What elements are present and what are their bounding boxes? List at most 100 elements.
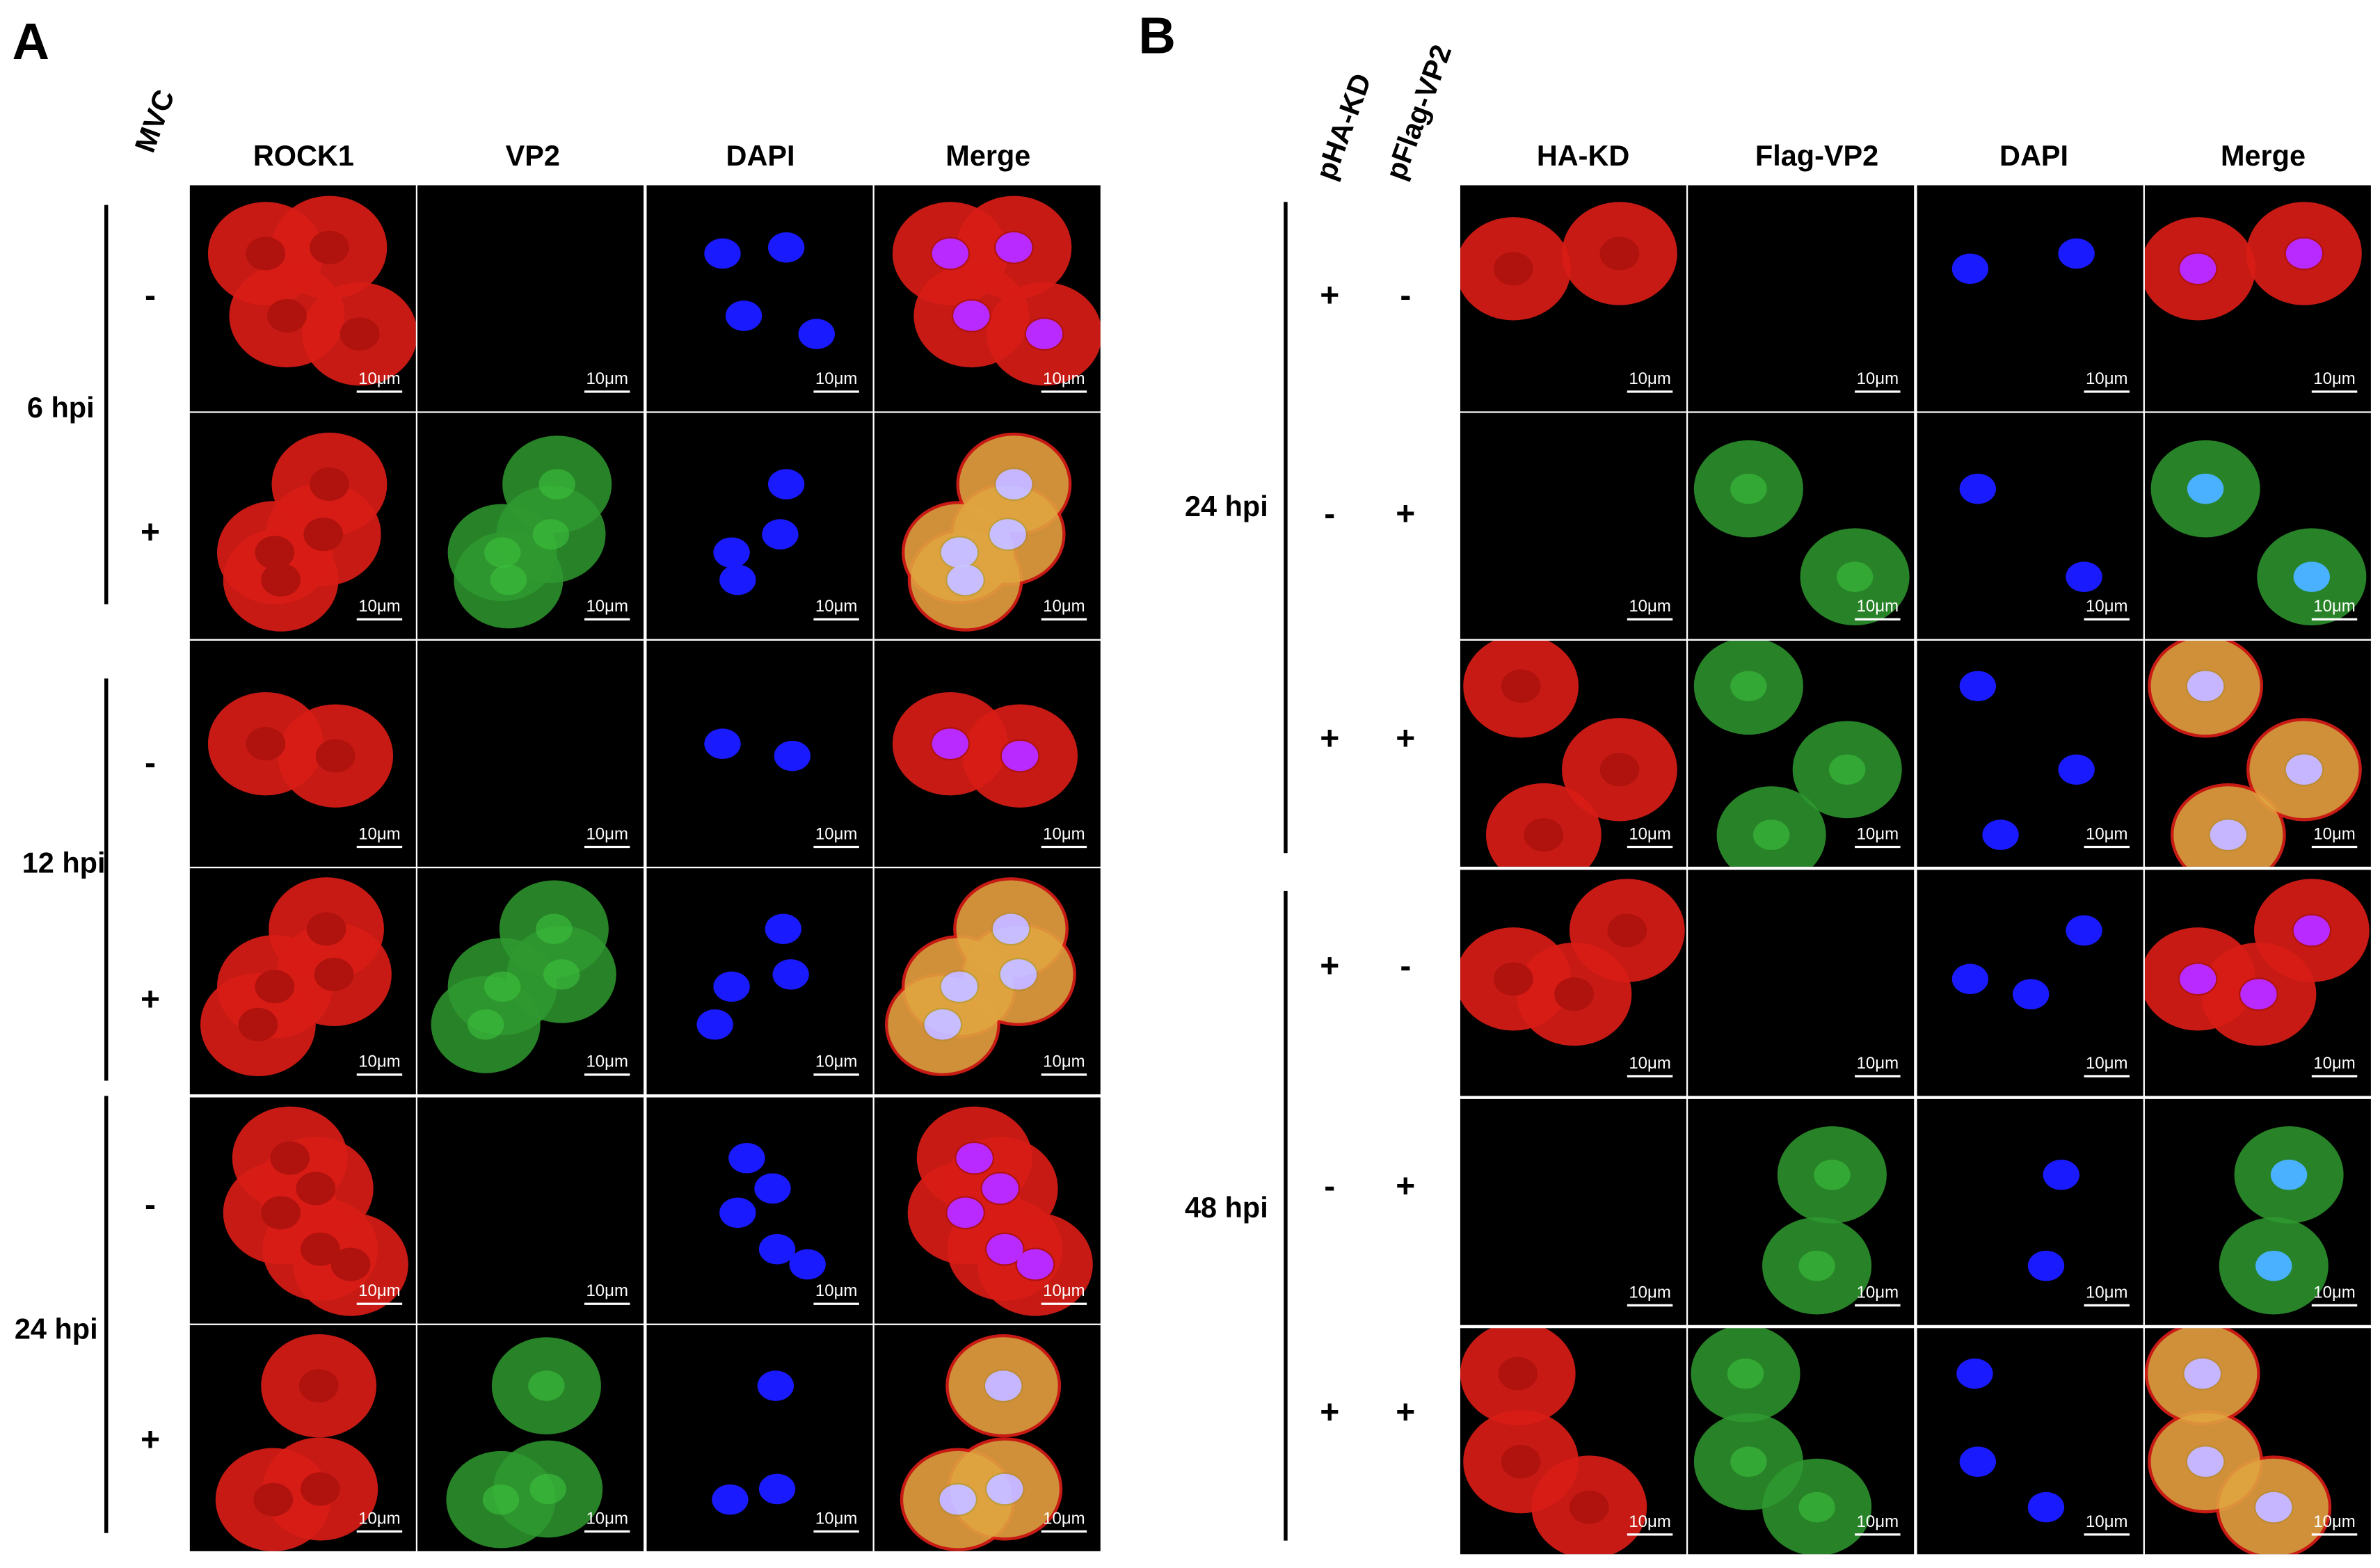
scale-bar-label: 10μm xyxy=(1043,597,1085,616)
image-tile: 10μm xyxy=(874,640,1101,867)
scale-bar-label: 10μm xyxy=(2086,1054,2127,1073)
nucleus-signal xyxy=(1951,963,1989,995)
scale-bar-label: 10μm xyxy=(2313,1054,2355,1073)
column-header: Merge xyxy=(945,139,1030,172)
blue-channel xyxy=(1959,671,2095,850)
blue-channel xyxy=(2027,1159,2080,1281)
image-tile: 10μm xyxy=(1688,870,1915,1096)
tile-background xyxy=(417,185,644,412)
nucleus-signal xyxy=(1959,671,1997,702)
tile-background xyxy=(417,640,644,867)
scale-bar-label: 10μm xyxy=(586,597,628,616)
scale-bar-label: 10μm xyxy=(815,369,857,388)
nuclear-region xyxy=(1493,962,1533,996)
scale-bar-label: 10μm xyxy=(358,1281,400,1300)
nucleus-signal xyxy=(2270,1159,2308,1190)
nucleus-signal xyxy=(956,1142,993,1174)
nucleus-signal xyxy=(704,728,741,760)
treatment-sign: + xyxy=(1320,277,1339,314)
nuclear-region xyxy=(1730,1446,1767,1477)
nucleus-signal xyxy=(2187,473,2224,504)
image-tile: 10μm xyxy=(1917,185,2143,412)
nuclear-region xyxy=(300,1472,340,1506)
image-tile: 10μm xyxy=(1917,640,2143,867)
image-tile: 10μm xyxy=(1688,1098,1915,1325)
nucleus-signal xyxy=(789,1249,826,1280)
scale-bar-label: 10μm xyxy=(1043,1053,1085,1071)
nucleus-signal xyxy=(704,238,741,269)
nuclear-region xyxy=(310,230,349,264)
nuclear-region xyxy=(1524,818,1564,852)
treatment-sign: + xyxy=(141,1421,160,1458)
scale-bar-label: 10μm xyxy=(1043,1509,1085,1528)
image-tile: 10μm xyxy=(646,1325,873,1551)
blue-channel xyxy=(932,232,1063,349)
blue-channel xyxy=(704,232,835,349)
nucleus-signal xyxy=(1951,253,1989,285)
image-tile: 10μm xyxy=(646,185,873,412)
nucleus-signal xyxy=(774,740,811,771)
image-tile: 10μm xyxy=(1460,870,1686,1096)
nuclear-region xyxy=(255,536,295,570)
tile-background xyxy=(646,868,873,1095)
nucleus-signal xyxy=(924,1009,961,1040)
nuclear-region xyxy=(314,957,354,991)
group-label: 48 hpi xyxy=(1185,1191,1268,1224)
nucleus-signal xyxy=(941,971,978,1002)
nucleus-signal xyxy=(996,232,1032,263)
green-channel xyxy=(446,1337,603,1549)
blue-channel xyxy=(2187,671,2323,850)
image-tile: 10μm xyxy=(189,185,416,412)
nucleus-signal xyxy=(2058,238,2095,269)
nuclear-region xyxy=(490,564,527,595)
nucleus-signal xyxy=(1959,1446,1997,1477)
tile-background xyxy=(417,1097,644,1324)
column-header: ROCK1 xyxy=(253,139,354,172)
blue-channel xyxy=(947,1142,1054,1280)
scale-bar-label: 10μm xyxy=(2313,369,2355,388)
image-tile: 10μm xyxy=(1688,640,1915,867)
nucleus-signal xyxy=(767,232,805,263)
image-tile: 10μm xyxy=(1688,1328,1915,1555)
nuclear-region xyxy=(255,970,295,1004)
group-label: 24 hpi xyxy=(1185,490,1268,522)
nuclear-region xyxy=(529,1473,566,1505)
treatment-sign: + xyxy=(1320,1394,1339,1431)
nuclear-region xyxy=(1814,1159,1851,1190)
scale-bar-label: 10μm xyxy=(1857,369,1899,388)
nucleus-signal xyxy=(2013,979,2050,1009)
nuclear-region xyxy=(1569,1490,1609,1524)
red-channel xyxy=(200,877,392,1076)
nucleus-signal xyxy=(1000,959,1037,990)
scale-bar-label: 10μm xyxy=(586,824,628,843)
nuclear-region xyxy=(482,1484,520,1515)
tile-background xyxy=(1688,870,1915,1096)
nucleus-signal xyxy=(2293,561,2331,593)
image-tile: 10μm xyxy=(1460,1328,1686,1555)
scale-bar-label: 10μm xyxy=(2313,1283,2355,1302)
treatment-sign: - xyxy=(1324,496,1335,533)
nuclear-region xyxy=(253,1482,294,1517)
image-tile: 10μm xyxy=(189,868,416,1095)
image-tile: 10μm xyxy=(874,413,1101,639)
red-channel xyxy=(223,1106,408,1316)
nucleus-signal xyxy=(987,1233,1023,1265)
scale-bar-label: 10μm xyxy=(815,1053,857,1071)
tile-background xyxy=(646,1097,873,1324)
treatment-sign: + xyxy=(1320,948,1339,985)
image-tile: 10μm xyxy=(1688,185,1915,412)
red-channel xyxy=(215,1334,378,1551)
image-tile: 10μm xyxy=(189,413,416,639)
nuclear-region xyxy=(1730,671,1767,702)
tile-background xyxy=(1460,413,1686,639)
green-channel xyxy=(1762,1126,1887,1315)
nuclear-region xyxy=(238,1007,278,1041)
scale-bar-label: 10μm xyxy=(1043,824,1085,843)
treatment-sign: - xyxy=(145,744,156,781)
scale-bar-label: 10μm xyxy=(2086,1512,2127,1531)
scale-bar-label: 10μm xyxy=(586,1281,628,1300)
tile-background xyxy=(1917,640,2143,867)
blue-channel xyxy=(2187,473,2331,593)
scale-bar-label: 10μm xyxy=(2313,824,2355,843)
red-channel xyxy=(1460,879,1685,1046)
